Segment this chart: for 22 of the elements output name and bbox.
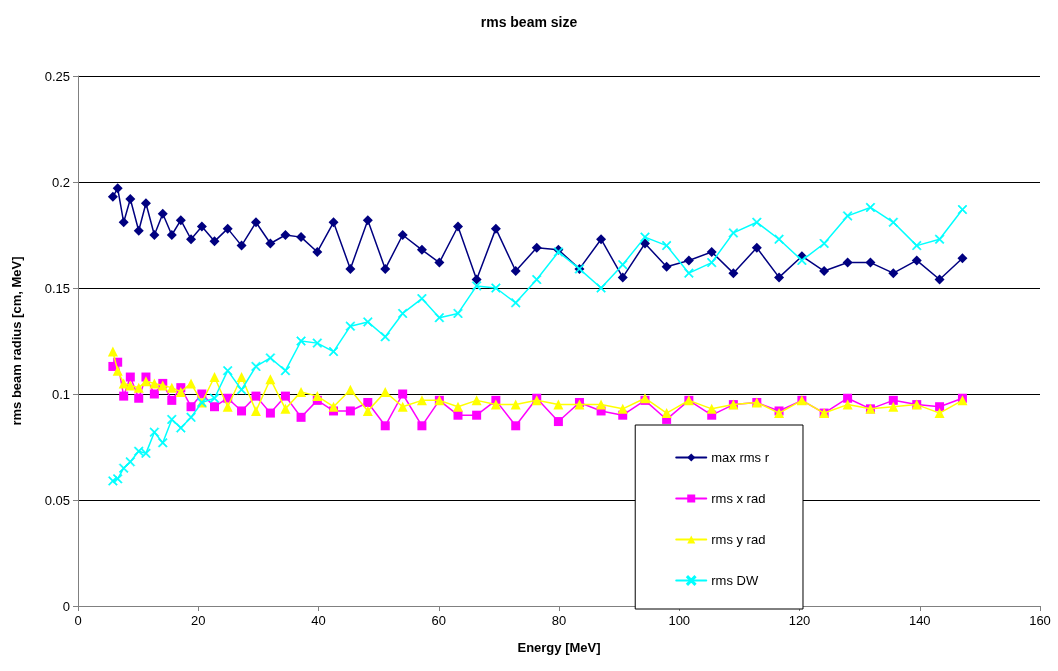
legend-label: max rms r (711, 450, 770, 465)
x-tick-label: 120 (788, 613, 811, 628)
x-tick-label: 20 (191, 613, 206, 628)
x-axis-title: Energy [MeV] (517, 640, 601, 655)
y-tick-label: 0.05 (44, 492, 70, 508)
chart-title: rms beam size (480, 14, 578, 30)
x-tick-label: 140 (908, 613, 931, 628)
y-tick-label: 0.1 (51, 386, 70, 402)
x-tick-label: 80 (551, 613, 567, 628)
x-tick-label: 0 (74, 613, 82, 628)
x-tick-label: 60 (431, 613, 446, 628)
x-tick-label: 100 (668, 613, 691, 628)
x-tick-label: 40 (311, 613, 326, 628)
y-tick-label: 0.15 (44, 280, 70, 296)
y-tick-label: 0 (62, 598, 70, 614)
y-tick-label: 0.25 (44, 68, 70, 84)
legend-label: rms x rad (711, 491, 766, 506)
y-tick-label: 0.2 (51, 174, 70, 190)
legend-label: rms DW (711, 573, 759, 588)
legend-label: rms y rad (711, 532, 766, 547)
x-tick-label: 160 (1029, 613, 1051, 628)
y-axis-title: rms beam radius [cm, MeV] (9, 256, 24, 426)
